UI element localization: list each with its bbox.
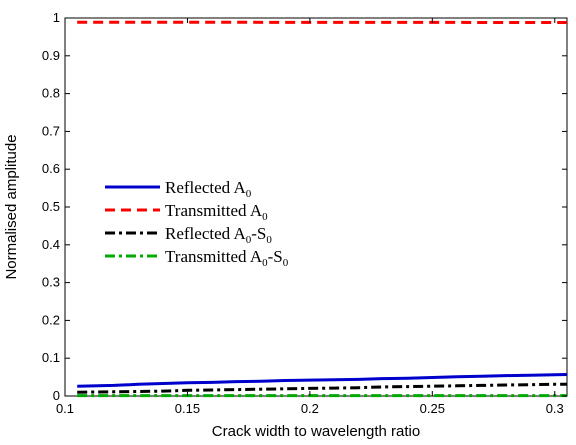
y-tick-label: 0.9 (42, 48, 60, 63)
x-tick-label: 0.3 (546, 401, 564, 416)
y-tick-label: 0.1 (42, 350, 60, 365)
x-tick-label: 0.1 (56, 401, 74, 416)
legend-label-4: Transmitted A0-S0 (165, 247, 289, 269)
legend-label-3: Reflected A0-S0 (165, 224, 272, 246)
series-line-3 (77, 382, 567, 394)
series-line-1 (77, 373, 568, 388)
y-tick-label: 1 (53, 10, 60, 25)
x-tick-label: 0.2 (301, 401, 319, 416)
y-tick-label: 0.5 (42, 199, 60, 214)
y-axis-label: Normalised amplitude (3, 134, 20, 279)
plot-area (64, 17, 568, 397)
x-axis-label: Crack width to wavelength ratio (212, 423, 420, 440)
legend-label-1: Reflected A0 (165, 178, 252, 200)
series-layer (77, 20, 568, 398)
y-tick-label: 0.3 (42, 275, 60, 290)
ticks-layer: 0.1 0.15 0.2 0.25 0.300.10.20.30.40.50.60.70… (42, 10, 567, 416)
x-tick-label: 0.15 (175, 401, 200, 416)
y-tick-label: 0.4 (42, 237, 60, 252)
y-tick-label: 0 (53, 388, 60, 403)
y-tick-label: 0.7 (42, 123, 60, 138)
y-tick-label: 0.6 (42, 161, 60, 176)
x-tick-label: 0.25 (420, 401, 445, 416)
y-tick-label: 0.8 (42, 86, 60, 101)
legend-label-2: Transmitted A0 (165, 201, 268, 223)
y-tick-label: 0.2 (42, 312, 60, 327)
